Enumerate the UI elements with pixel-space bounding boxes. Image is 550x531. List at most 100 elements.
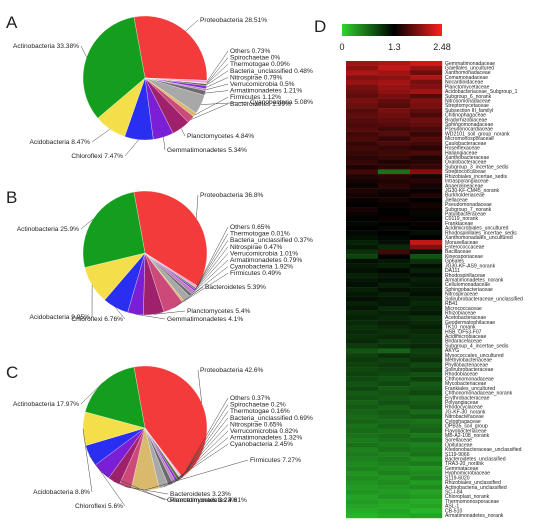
heatmap-cell: [378, 93, 411, 99]
heatmap-cell: [378, 108, 411, 114]
heatmap-cell: [410, 508, 443, 514]
heatmap-cell: [410, 338, 443, 344]
heatmap-cell: [346, 93, 379, 99]
leader-line: [206, 77, 229, 88]
heatmap-cell: [410, 98, 443, 104]
slice-label-planctomycetes: Planctomycetes 4.84%: [187, 133, 254, 140]
leader-line: [101, 471, 166, 501]
heatmap-cell: [378, 230, 411, 236]
heatmap-row-label: Nocardioidaceae: [445, 80, 483, 86]
heatmap-cell: [346, 136, 379, 142]
leader-line: [206, 64, 229, 84]
heatmap-row-label: Sphingobacteriaceae: [445, 287, 493, 293]
heatmap-row-label: Acetobacteraceae: [445, 315, 486, 321]
heatmap-row-label: Rhodocyclaceae: [445, 405, 483, 411]
heatmap-cell: [378, 65, 411, 71]
heatmap-cell: [378, 75, 411, 81]
leader-line: [91, 128, 111, 143]
leader-line: [206, 57, 229, 84]
heatmap-cell: [378, 98, 411, 104]
slice-label-cyanobacteria: Cyanobacteria 1.92%: [230, 264, 293, 271]
heatmap-cell: [378, 414, 411, 420]
heatmap-cell: [410, 225, 443, 231]
slice-label-proteobacteria: Proteobacteria 28.51%: [200, 17, 267, 24]
heatmap-row-label: Haliangiaceae: [445, 150, 477, 156]
heatmap-row-label: Roseiflexaceae: [445, 146, 480, 152]
heatmap-cell: [378, 362, 411, 368]
heatmap-cell: [410, 376, 443, 382]
slice-label-nitrospirae: Nitrospirae 0.65%: [230, 421, 283, 428]
heatmap-row-label: Solirubrobacteraceae_unclassified: [445, 296, 523, 302]
heatmap-cell: [410, 503, 443, 509]
heatmap-cell: [378, 202, 411, 208]
panel-letter: A: [6, 13, 18, 32]
heatmap-cell: [378, 320, 411, 326]
heatmap-row-label: Subgroup_3_incertae_sedis: [445, 164, 509, 170]
heatmap-cell: [410, 485, 443, 490]
leader-line: [80, 382, 104, 405]
leader-line: [190, 103, 229, 120]
leader-line: [197, 369, 202, 404]
heatmap-row-label: Cellulomonadaceae: [445, 282, 490, 288]
heatmap-cell: [346, 112, 379, 118]
slice-label-thermotogae: Thermotogae 0.01%: [230, 231, 290, 238]
leader-line: [80, 45, 87, 58]
heatmap-cell: [410, 409, 443, 415]
heatmap-row-label: Jiellaceae: [445, 197, 468, 203]
heatmap-cell: [410, 395, 443, 401]
heatmap-cell: [410, 89, 443, 95]
slice-label-bacteria-unclassified: Bacteria_unclassified 0.69%: [230, 415, 313, 422]
heatmap-cell: [346, 466, 379, 472]
slice-label-bacteria-unclassified: Bacteria_unclassified 0.48%: [230, 68, 313, 75]
heatmap-cell: [346, 131, 379, 137]
heatmap-cell: [410, 131, 443, 137]
heatmap-row-label: Bacillaceae: [445, 249, 471, 255]
heatmap-cell: [410, 164, 443, 170]
heatmap-cell: [346, 334, 379, 340]
leader-line: [113, 481, 169, 501]
heatmap-cell: [410, 362, 443, 368]
leader-line: [115, 307, 126, 320]
leader-line: [82, 428, 93, 493]
heatmap-cell: [378, 145, 411, 151]
heatmap-cell: [378, 211, 411, 217]
heatmap-row-label: Acidobacteriaceae_Subgroup_1: [445, 89, 518, 95]
heatmap-cell: [410, 197, 443, 203]
heatmap-cell: [346, 273, 379, 278]
heatmap-cell: [346, 367, 379, 373]
heatmap-cell: [346, 386, 379, 391]
slice-label-firmicutes: Firmicutes 1.12%: [230, 94, 281, 101]
heatmap-cell: [346, 324, 379, 330]
heatmap-row-label: Pseudomonadaceae: [445, 202, 492, 208]
heatmap-row-label: Phyllobacteriaceae: [445, 362, 488, 368]
heatmap-cell: [410, 433, 443, 439]
heatmap-cell: [410, 84, 443, 90]
heatmap-cell: [346, 437, 379, 443]
slice-label-gemmatimonadetes: Gemmatimonadetes 4.81%: [167, 497, 247, 504]
leader-line: [145, 459, 249, 491]
heatmap-row-label: Comamonadaceae: [445, 75, 488, 81]
heatmap-cell: [346, 169, 379, 175]
heatmap-cell: [410, 456, 443, 462]
heatmap-row-label: CB-510: [445, 508, 462, 514]
heatmap-cell: [346, 122, 379, 128]
heatmap-cell: [410, 61, 443, 66]
heatmap-cell: [410, 202, 443, 208]
leader-line: [163, 137, 166, 151]
heatmap-cell: [346, 174, 379, 179]
heatmap-cell: [378, 367, 411, 373]
heatmap-cell: [378, 442, 411, 448]
heatmap-cell: [346, 461, 379, 467]
heatmap-row-label: Chthonomonadaceae: [445, 376, 494, 382]
heatmap-cell: [346, 320, 379, 326]
heatmap-cell: [410, 390, 443, 396]
heatmap-cell: [378, 409, 411, 415]
heatmap-cell: [410, 207, 443, 212]
heatmap-cell: [410, 188, 443, 194]
heatmap-row-label: Bacteroidetes_unclassified: [445, 457, 506, 463]
heatmap-cell: [378, 428, 411, 434]
heatmap-cell: [410, 343, 443, 349]
heatmap-cell: [346, 126, 379, 132]
heatmap-cell: [378, 386, 411, 391]
